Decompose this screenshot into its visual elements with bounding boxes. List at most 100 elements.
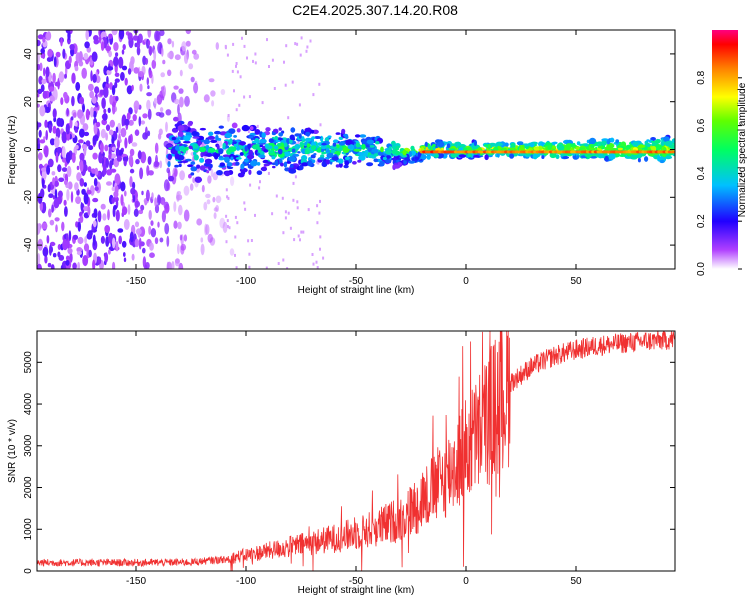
heatmap-cell	[142, 132, 149, 140]
heatmap-cell	[321, 142, 327, 146]
heatmap-cell	[37, 39, 41, 47]
heatmap-cell	[128, 135, 132, 145]
heatmap-cell	[121, 49, 125, 55]
heatmap-cell	[111, 85, 116, 96]
heatmap-cell	[178, 262, 184, 269]
heatmap-cell	[82, 164, 88, 172]
heatmap-cell	[77, 261, 80, 269]
heatmap-cell	[190, 166, 198, 172]
heatmap-cell	[200, 243, 205, 256]
heatmap-cell	[120, 127, 127, 138]
heatmap-cell	[229, 138, 233, 145]
heatmap-cell	[87, 206, 91, 216]
heatmap-cell	[338, 141, 346, 146]
heatmap-cell	[65, 152, 71, 164]
heatmap-cell	[159, 237, 164, 243]
heatmap-cell	[211, 100, 215, 107]
heatmap-cell	[173, 220, 178, 229]
x-tick-label: 0	[463, 276, 469, 287]
heatmap-cell	[225, 214, 228, 218]
heatmap-cell	[161, 47, 164, 57]
heatmap-cell	[601, 140, 607, 146]
heatmap-cell	[148, 45, 153, 56]
heatmap-cell	[109, 160, 113, 170]
heatmap-cell	[98, 256, 102, 265]
heatmap-cell	[144, 57, 149, 65]
heatmap-cell	[102, 113, 108, 121]
heatmap-cell	[93, 135, 99, 142]
heatmap-cell	[118, 56, 124, 69]
heatmap-cell	[92, 152, 98, 160]
heatmap-cell	[259, 138, 267, 144]
heatmap-cell	[584, 143, 589, 147]
heatmap-cell	[178, 204, 183, 216]
heatmap-cell	[185, 40, 191, 47]
heatmap-cell	[48, 193, 54, 198]
heatmap-cell	[138, 209, 144, 215]
heatmap-cell	[164, 223, 170, 235]
heatmap-cell	[136, 39, 141, 50]
heatmap-cell	[343, 164, 349, 169]
heatmap-cell	[52, 108, 57, 119]
heatmap-cell	[215, 42, 219, 50]
heatmap-cell	[361, 143, 366, 150]
x-tick-label: 50	[570, 576, 582, 587]
heatmap-cell	[167, 52, 171, 58]
heatmap-cell	[57, 164, 62, 173]
heatmap-cell	[74, 128, 79, 133]
heatmap-cell	[72, 133, 75, 138]
snr-ylabel: SNR (10 * v/v)	[7, 419, 18, 483]
heatmap-cell	[58, 71, 65, 83]
heatmap-cell	[80, 202, 83, 211]
heatmap-cell	[173, 98, 180, 105]
heatmap-cell	[473, 155, 480, 158]
heatmap-cell	[327, 135, 332, 139]
heatmap-cell	[637, 157, 641, 163]
heatmap-cell	[70, 191, 74, 203]
heatmap-cell	[86, 232, 93, 240]
heatmap-cell	[243, 44, 246, 48]
heatmap-cell	[233, 135, 238, 138]
heatmap-cell	[115, 147, 120, 158]
heatmap-cell	[116, 140, 121, 149]
heatmap-cell	[82, 255, 89, 267]
heatmap-cell	[472, 144, 479, 149]
heatmap-cell	[306, 45, 309, 49]
heatmap-cell	[67, 181, 73, 190]
heatmap-cell	[344, 160, 350, 166]
heatmap-cell	[88, 83, 94, 92]
x-tick-label: -100	[236, 576, 256, 587]
heatmap-cell	[572, 146, 576, 149]
heatmap-cell	[111, 30, 118, 36]
heatmap-cell	[91, 51, 98, 62]
heatmap-cell	[326, 152, 334, 158]
heatmap-cell	[107, 107, 111, 114]
heatmap-cell	[76, 172, 82, 182]
colorbar-tick-label: 0.6	[696, 118, 707, 132]
heatmap-cell	[55, 51, 61, 58]
heatmap-cell	[213, 212, 217, 220]
heatmap-cell	[49, 95, 55, 102]
heatmap-cell	[106, 181, 112, 186]
heatmap-cell	[234, 235, 237, 239]
heatmap-cell	[118, 235, 122, 245]
heatmap-cell	[601, 138, 609, 142]
heatmap-cell	[239, 75, 242, 79]
heatmap-cell	[51, 204, 54, 213]
heatmap-cell	[131, 253, 135, 261]
heatmap-cell	[92, 259, 96, 269]
heatmap-cell	[218, 148, 224, 155]
heatmap-cell	[120, 181, 126, 192]
heatmap-cell	[79, 128, 85, 138]
heatmap-cell	[298, 103, 301, 107]
heatmap-cell	[252, 144, 260, 150]
heatmap-cell	[449, 148, 456, 151]
heatmap-cell	[105, 124, 111, 131]
heatmap-cell	[206, 170, 210, 174]
heatmap-cell	[83, 131, 90, 137]
heatmap-cell	[147, 30, 152, 38]
heatmap-cell	[232, 42, 235, 46]
heatmap-cell	[115, 126, 119, 134]
x-tick-label: -150	[126, 576, 146, 587]
